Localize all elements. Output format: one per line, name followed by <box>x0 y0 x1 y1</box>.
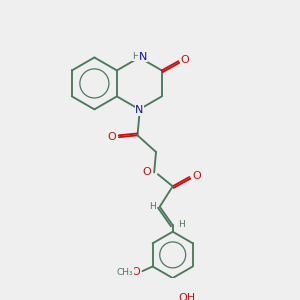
Text: O: O <box>192 171 201 181</box>
Text: O: O <box>142 167 151 177</box>
Text: N: N <box>135 105 143 115</box>
Text: O: O <box>107 132 116 142</box>
Text: CH₃: CH₃ <box>116 268 133 277</box>
Text: H: H <box>132 52 139 61</box>
Text: OH: OH <box>178 293 195 300</box>
Text: O: O <box>181 55 189 65</box>
Text: O: O <box>132 267 140 277</box>
Text: N: N <box>139 52 147 61</box>
Text: H: H <box>149 202 156 211</box>
Text: H: H <box>178 220 184 229</box>
